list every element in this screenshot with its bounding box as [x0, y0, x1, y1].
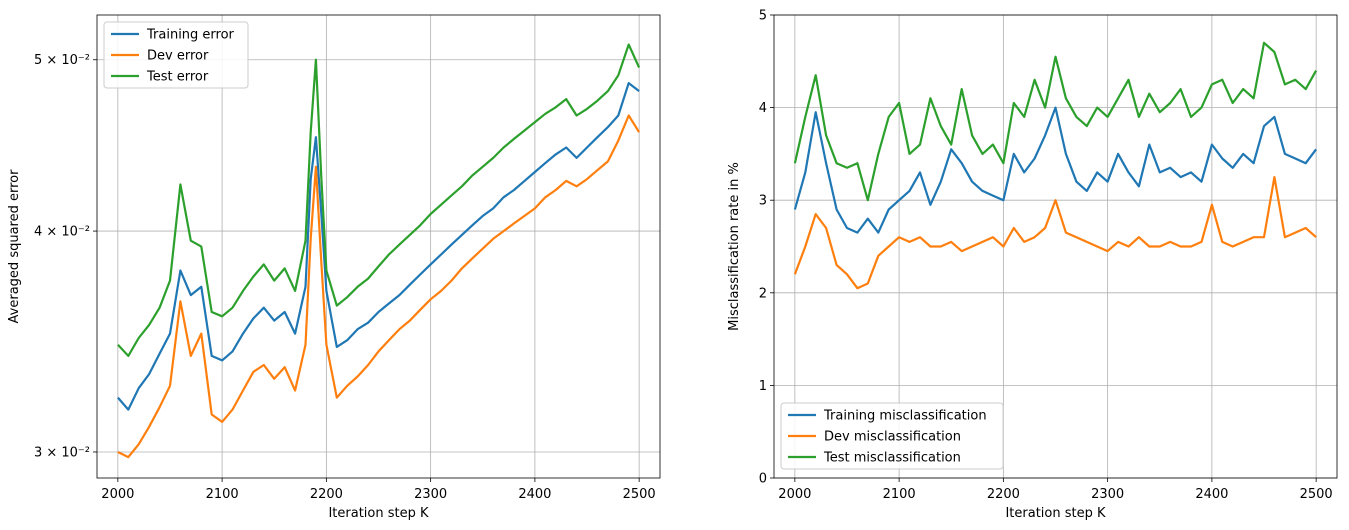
series-line-training-misclassification [793, 106, 1317, 234]
y-axis-label: Misclassification rate in % [727, 162, 742, 331]
y-tick-label: 5 [759, 9, 767, 24]
legend-entry: Training error [146, 28, 235, 43]
series-line-training-error [117, 81, 640, 411]
series-line-test-error [117, 43, 641, 357]
legend-entry: Dev misclassification [824, 430, 961, 445]
y-tick-label: 3 [759, 194, 767, 209]
legend: Training misclassification Dev misclassif… [780, 402, 1004, 470]
legend: Training error Dev error Test error [103, 21, 249, 89]
y-tick-label: 0 [759, 472, 767, 487]
y-tick-label: 5 × 10⁻² [34, 53, 90, 68]
legend-box [103, 21, 249, 89]
left-chart-squared-error: 2000 2100 2200 2300 2400 2500 3 × 10⁻² 4 × 10⁻²… [7, 14, 661, 521]
legend-entry: Test misclassification [823, 451, 961, 466]
x-axis-label: Iteration step K [328, 506, 429, 521]
x-tick-label: 2000 [778, 487, 811, 502]
x-tick-label: 2000 [101, 487, 134, 502]
y-tick-label: 1 [759, 379, 767, 394]
y-axis-label: Averaged squared error [7, 169, 22, 324]
y-tick-label: 3 × 10⁻² [34, 445, 90, 460]
y-tick-label: 2 [759, 286, 767, 301]
x-tick-label: 2500 [623, 487, 656, 502]
legend-entry: Dev error [147, 49, 209, 64]
plot-frame [773, 14, 1338, 479]
x-tick-label: 2100 [206, 487, 239, 502]
y-tick-label: 4 [759, 101, 767, 116]
x-tick-label: 2400 [1195, 487, 1228, 502]
x-axis-label: Iteration step K [1005, 506, 1106, 521]
legend-entry: Test error [146, 70, 209, 85]
x-tick-label: 2200 [987, 487, 1020, 502]
x-tick-label: 2400 [518, 487, 551, 502]
x-tick-label: 2100 [883, 487, 916, 502]
x-tick-label: 2300 [1091, 487, 1124, 502]
series-line-dev-error [117, 114, 641, 459]
x-tick-label: 2500 [1300, 487, 1333, 502]
right-chart-misclassification: 2000 2100 2200 2300 2400 2500 0 1 2 3 4 5 Iteration … [727, 9, 1338, 521]
legend-box [780, 402, 1004, 470]
y-tick-label: 4 × 10⁻² [34, 225, 90, 240]
legend-entry: Training misclassification [823, 409, 987, 424]
series-line-dev-misclassification [793, 176, 1317, 290]
x-tick-label: 2300 [414, 487, 447, 502]
plot-frame [96, 14, 661, 479]
series-line-test-misclassification [793, 41, 1318, 202]
x-tick-label: 2200 [310, 487, 343, 502]
